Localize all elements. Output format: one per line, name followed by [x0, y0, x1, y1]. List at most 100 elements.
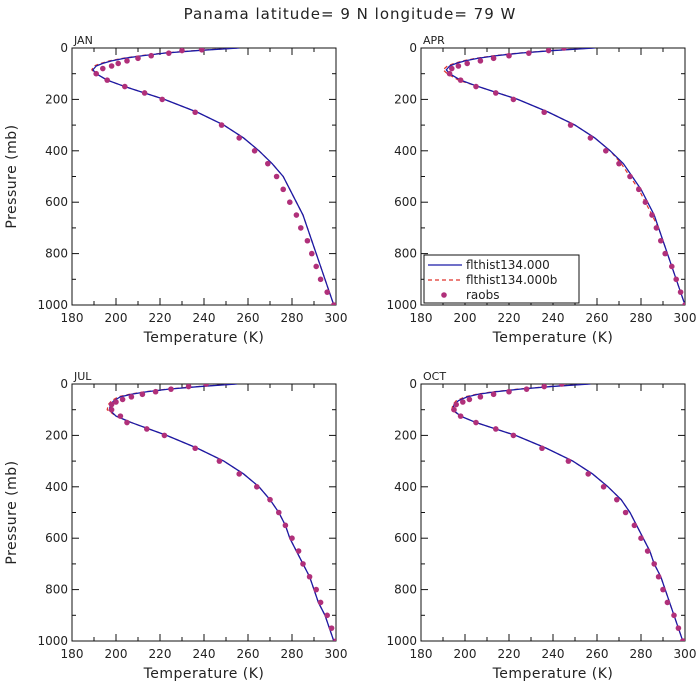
- raobs-point: [313, 586, 320, 593]
- raobs-point: [135, 55, 141, 62]
- raobs-point: [199, 48, 205, 53]
- raobs-point: [669, 263, 675, 270]
- raobs-point: [658, 237, 664, 244]
- raobs-point: [317, 599, 324, 606]
- raobs-point: [510, 96, 517, 103]
- x-axis-label: Temperature (K): [492, 666, 614, 682]
- y-tick-label: 800: [394, 247, 417, 261]
- raobs-point: [324, 289, 331, 295]
- x-tick-label: 280: [281, 647, 304, 661]
- raobs-point: [642, 199, 649, 205]
- raobs-point: [93, 70, 99, 77]
- raobs-point: [192, 445, 198, 452]
- raobs-point: [671, 612, 677, 619]
- raobs-point: [627, 173, 633, 180]
- raobs-point: [523, 386, 530, 392]
- raobs-point: [104, 77, 110, 83]
- raobs-point: [477, 394, 484, 400]
- raobs-point: [216, 458, 223, 464]
- series-line-flthist134-000: [92, 48, 335, 305]
- raobs-point: [152, 388, 159, 395]
- raobs-point: [680, 638, 685, 641]
- series-line-flthist134-000: [452, 384, 684, 641]
- raobs-point: [493, 426, 499, 432]
- raobs-point: [113, 399, 119, 405]
- raobs-point: [276, 509, 282, 516]
- raobs-point: [466, 396, 473, 403]
- raobs-point: [649, 212, 655, 218]
- raobs-point: [304, 237, 311, 244]
- raobs-point: [124, 419, 130, 426]
- raobs-point: [298, 225, 304, 231]
- plot-frame: [71, 383, 337, 642]
- raobs-point: [267, 496, 273, 503]
- x-tick-label: 220: [498, 647, 521, 661]
- y-tick-label: 400: [394, 480, 417, 494]
- panel-oct: OCT 180 200 220 240 260 280 300 0 200 400 600 800 100…: [386, 370, 696, 682]
- raobs-point: [124, 58, 130, 64]
- raobs-point: [449, 65, 455, 72]
- raobs-point: [638, 535, 644, 541]
- raobs-point: [567, 122, 574, 128]
- x-tick-label: 260: [237, 647, 260, 661]
- raobs-point: [117, 413, 124, 419]
- raobs-point: [265, 160, 271, 167]
- raobs-point: [493, 90, 499, 96]
- raobs-point: [622, 509, 629, 516]
- raobs-point: [545, 48, 552, 54]
- raobs-point: [331, 302, 336, 305]
- raobs-point: [333, 638, 336, 641]
- x-tick-label: 220: [149, 311, 172, 325]
- raobs-point: [600, 484, 607, 490]
- x-tick-label: 180: [61, 647, 84, 661]
- raobs-point: [660, 586, 666, 593]
- x-tick-label: 240: [542, 647, 565, 661]
- x-axis-label: Temperature (K): [143, 666, 265, 682]
- raobs-point: [128, 394, 135, 400]
- y-tick-label: 600: [45, 531, 68, 545]
- raobs-point: [541, 384, 547, 390]
- raobs-point: [289, 535, 295, 541]
- raobs-point: [287, 199, 293, 205]
- raobs-point: [614, 496, 620, 503]
- raobs-point: [313, 263, 320, 270]
- x-tick-label: 200: [105, 311, 128, 325]
- series-line-flthist134-000b: [106, 384, 335, 641]
- y-tick-label: 600: [394, 195, 417, 209]
- y-tick-label: 1000: [37, 634, 68, 648]
- raobs-point: [473, 83, 479, 90]
- raobs-point: [324, 612, 331, 619]
- raobs-point: [490, 391, 497, 398]
- raobs-point: [651, 561, 657, 567]
- panel-jan: JAN 180 200 220 240 260 280 300 0 200 400 600 800 100…: [4, 34, 347, 346]
- raobs-point: [457, 77, 464, 83]
- raobs-point: [293, 212, 300, 218]
- raobs-point: [541, 109, 547, 116]
- y-tick-label: 1000: [386, 634, 417, 648]
- raobs-point: [108, 401, 115, 408]
- raobs-point: [108, 406, 115, 413]
- raobs-point: [587, 135, 594, 141]
- x-axis-label: Temperature (K): [143, 330, 265, 346]
- raobs-point: [673, 276, 679, 283]
- raobs-point: [273, 173, 280, 180]
- legend-entry-label: flthist134.000: [466, 258, 550, 272]
- raobs-point: [677, 289, 684, 295]
- x-tick-label: 220: [149, 647, 172, 661]
- raobs-point: [616, 160, 622, 167]
- raobs-point: [192, 109, 198, 116]
- x-tick-label: 300: [325, 647, 348, 661]
- panel-label: JAN: [73, 34, 93, 47]
- panel-label: JUL: [73, 370, 92, 383]
- x-tick-label: 180: [61, 311, 84, 325]
- raobs-point: [122, 83, 128, 90]
- legend-box: [423, 254, 580, 304]
- raobs-point: [455, 63, 462, 69]
- plot-area: [442, 48, 685, 305]
- raobs-point: [603, 148, 609, 154]
- raobs-point: [108, 63, 115, 69]
- plot-area: [91, 48, 336, 305]
- y-tick-label: 800: [394, 583, 417, 597]
